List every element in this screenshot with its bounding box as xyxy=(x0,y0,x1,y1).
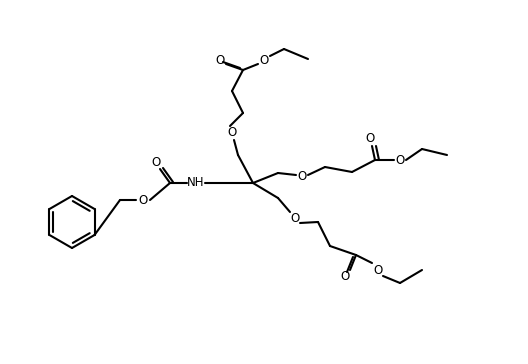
Text: O: O xyxy=(259,54,269,67)
Text: O: O xyxy=(228,127,237,139)
Text: O: O xyxy=(215,54,224,67)
Text: O: O xyxy=(373,264,383,277)
Text: O: O xyxy=(138,194,148,206)
Text: O: O xyxy=(290,211,299,225)
Text: O: O xyxy=(152,157,161,170)
Text: O: O xyxy=(395,154,404,166)
Text: O: O xyxy=(341,270,350,284)
Text: O: O xyxy=(297,170,307,183)
Text: NH: NH xyxy=(187,177,205,190)
Text: O: O xyxy=(365,131,375,145)
